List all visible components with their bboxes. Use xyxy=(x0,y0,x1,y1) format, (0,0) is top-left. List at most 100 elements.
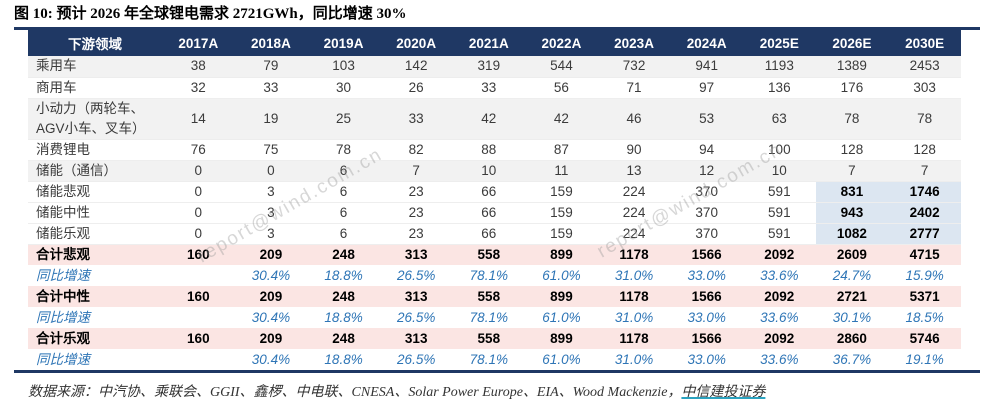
cell: 87 xyxy=(525,139,598,161)
cell: 160 xyxy=(162,328,235,349)
cell: 2860 xyxy=(815,328,889,349)
cell: 78 xyxy=(815,98,889,140)
cell: 38 xyxy=(162,56,235,78)
cell: 209 xyxy=(234,244,308,265)
cell: 136 xyxy=(743,77,816,99)
cell: 248 xyxy=(307,328,380,349)
cell: 31.0% xyxy=(614,351,654,367)
table-row: 储能悲观 0 3 6 23 66 159 224 370 591 831 1746 xyxy=(28,181,961,203)
cell xyxy=(162,349,235,370)
cell: 1178 xyxy=(597,328,671,349)
cell: 76 xyxy=(162,139,235,161)
cell: 36.7% xyxy=(832,351,872,367)
cell: 79 xyxy=(234,56,308,78)
cell: 66 xyxy=(452,202,526,224)
cell: 103 xyxy=(307,56,380,78)
cell: 33.6% xyxy=(760,267,799,283)
table-row: 合计乐观 160 209 248 313 558 899 1178 1566 2092 2860 57… xyxy=(28,328,961,349)
cell: 23 xyxy=(379,202,453,224)
cell: 33 xyxy=(379,98,453,140)
cell: 53 xyxy=(670,98,743,140)
cell: 3 xyxy=(234,223,308,245)
table-row: 合计悲观 160 209 248 313 558 899 1178 1566 2092 2609 47… xyxy=(28,244,961,265)
cell: 5746 xyxy=(888,328,961,349)
cell: 78.1% xyxy=(469,351,508,367)
column-header: 2023A xyxy=(597,30,671,56)
cell: 224 xyxy=(597,202,671,224)
column-header: 2017A xyxy=(162,30,235,56)
cell: 26.5% xyxy=(397,351,436,367)
cell: 591 xyxy=(743,223,816,245)
cell: 209 xyxy=(234,328,308,349)
cell: 33 xyxy=(452,77,526,99)
cell: 25 xyxy=(307,98,380,140)
table-row: 消费锂电 76 75 78 82 88 87 90 94 100 128 128 xyxy=(28,139,961,161)
cell: 128 xyxy=(815,139,889,161)
row-label: 储能乐观 xyxy=(28,223,162,245)
cell: 78 xyxy=(888,98,961,140)
cell: 224 xyxy=(597,223,671,245)
cell: 13 xyxy=(597,160,671,182)
row-label: 储能（通信） xyxy=(28,160,162,182)
row-label: 商用车 xyxy=(28,77,162,99)
table-row: 同比增速 30.4% 18.8% 26.5% 78.1% 61.0% 31.0% 33.0% 3… xyxy=(28,349,961,370)
cell: 159 xyxy=(525,181,598,203)
cell: 1193 xyxy=(743,56,816,78)
source-text: 数据来源：中汽协、乘联会、GGII、鑫椤、中电联、CNESA、Solar Pow… xyxy=(28,385,682,400)
cell: 558 xyxy=(452,244,526,265)
cell: 61.0% xyxy=(542,351,581,367)
cell: 26.5% xyxy=(397,309,436,325)
column-header: 2018A xyxy=(234,30,308,56)
column-header-label: 下游领域 xyxy=(28,30,162,56)
column-header: 2025E xyxy=(743,30,816,56)
cell: 142 xyxy=(379,56,453,78)
cell: 159 xyxy=(525,223,598,245)
cell: 23 xyxy=(379,181,453,203)
table-row: 小动力（两轮车、AGV小车、叉车） 14 19 25 33 42 42 46 53 63 78 78 xyxy=(28,98,961,140)
column-header: 2030E xyxy=(888,30,961,56)
table-row: 储能（通信） 0 0 6 7 10 11 13 12 10 7 7 xyxy=(28,160,961,182)
cell: 90 xyxy=(597,139,671,161)
cell: 899 xyxy=(525,328,598,349)
table-area: report@wind.com.cn report@wind.com.cn 下游… xyxy=(0,30,987,370)
cell: 26.5% xyxy=(397,267,436,283)
column-header: 2020A xyxy=(379,30,453,56)
cell: 15.9% xyxy=(905,267,944,283)
cell: 313 xyxy=(379,328,453,349)
cell: 75 xyxy=(234,139,308,161)
cell: 1746 xyxy=(888,181,961,203)
cell: 14 xyxy=(162,98,235,140)
cell: 88 xyxy=(452,139,526,161)
source-link[interactable]: 中信建投证券 xyxy=(681,385,766,400)
cell: 6 xyxy=(307,202,380,224)
cell: 1082 xyxy=(815,223,889,245)
row-label: 小动力（两轮车、AGV小车、叉车） xyxy=(28,98,162,140)
cell: 7 xyxy=(815,160,889,182)
cell: 370 xyxy=(670,181,743,203)
table-row: 储能中性 0 3 6 23 66 159 224 370 591 943 2402 xyxy=(28,202,961,224)
bottom-rule xyxy=(14,370,980,373)
cell: 78.1% xyxy=(469,267,508,283)
cell: 31.0% xyxy=(614,267,654,283)
cell: 63 xyxy=(743,98,816,140)
header-row: 下游领域 2017A 2018A 2019A 2020A 2021A 2022A 2023A 2… xyxy=(28,30,961,56)
cell: 899 xyxy=(525,286,598,307)
cell: 18.8% xyxy=(324,351,363,367)
top-rule xyxy=(14,27,980,30)
cell: 30.1% xyxy=(832,309,872,325)
cell: 2092 xyxy=(743,286,816,307)
cell: 56 xyxy=(525,77,598,99)
cell: 5371 xyxy=(888,286,961,307)
cell: 30 xyxy=(307,77,380,99)
cell: 23 xyxy=(379,223,453,245)
cell: 24.7% xyxy=(832,267,872,283)
cell: 19 xyxy=(234,98,308,140)
cell: 2609 xyxy=(815,244,889,265)
column-header: 2022A xyxy=(525,30,598,56)
row-label: 消费锂电 xyxy=(28,139,162,161)
cell: 94 xyxy=(670,139,743,161)
cell: 319 xyxy=(452,56,526,78)
cell: 941 xyxy=(670,56,743,78)
cell: 899 xyxy=(525,244,598,265)
figure-title: 图 10: 预计 2026 年全球锂电需求 2721GWh，同比增速 30% xyxy=(14,6,407,22)
